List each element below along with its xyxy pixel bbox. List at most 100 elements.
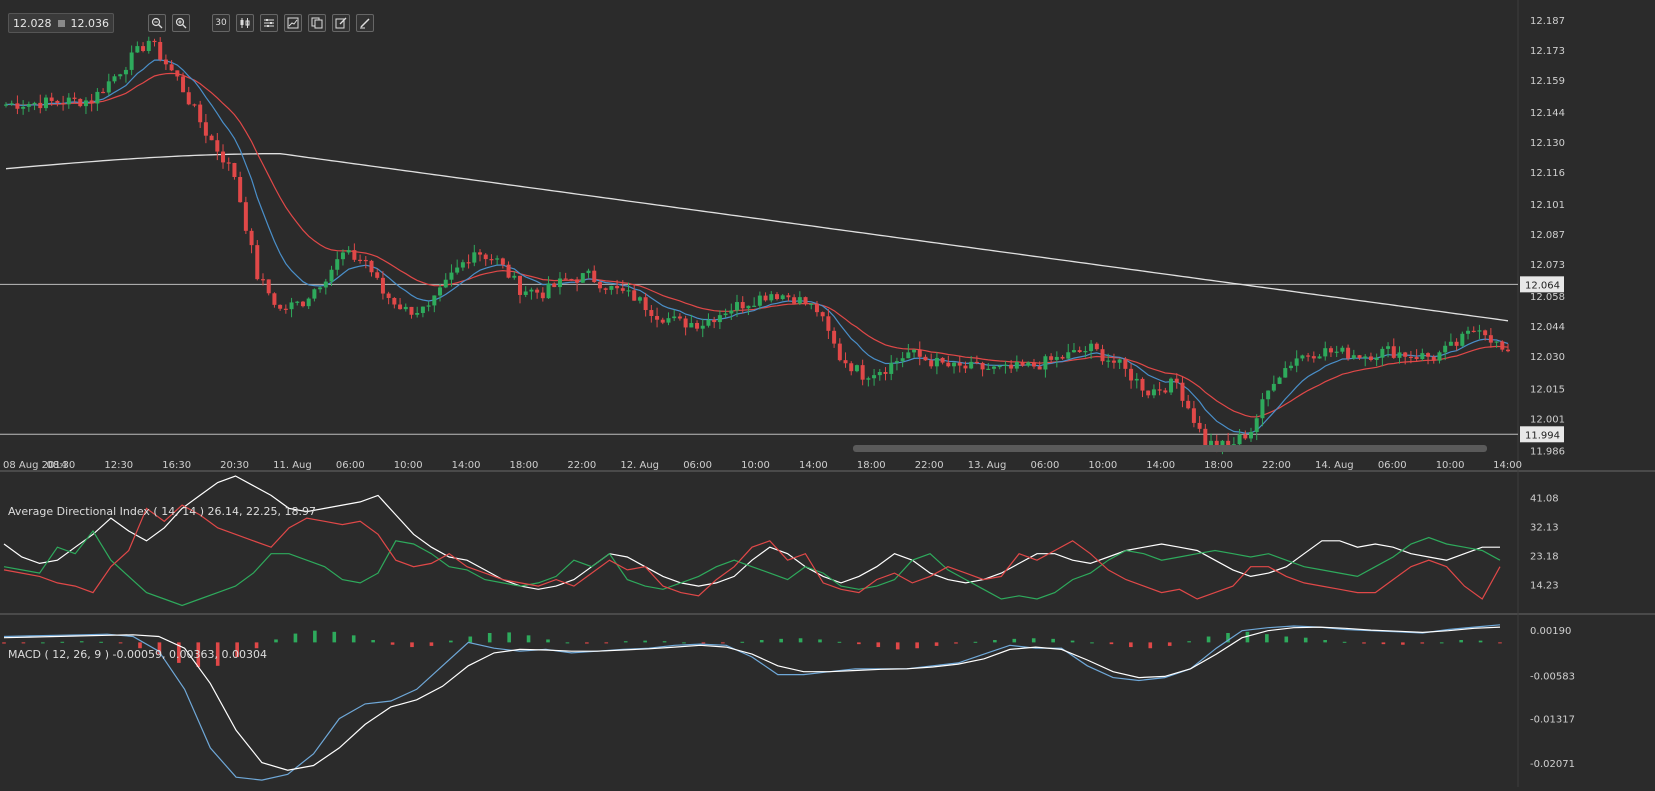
candle[interactable] (1380, 346, 1385, 367)
candle[interactable] (32, 101, 37, 111)
candle[interactable] (226, 157, 231, 171)
candle[interactable] (1466, 326, 1471, 340)
adx-pane[interactable] (3, 475, 1501, 607)
candle[interactable] (1020, 359, 1025, 367)
candle[interactable] (369, 259, 374, 277)
candle[interactable] (300, 300, 305, 308)
candle[interactable] (489, 254, 494, 265)
candle[interactable] (55, 99, 60, 107)
candle[interactable] (1146, 390, 1151, 399)
candle[interactable] (992, 364, 997, 375)
candle[interactable] (61, 95, 66, 111)
candle[interactable] (455, 259, 460, 275)
candle[interactable] (1151, 384, 1156, 399)
candle[interactable] (763, 292, 768, 302)
candle[interactable] (1283, 361, 1288, 378)
candle[interactable] (677, 313, 682, 321)
candle[interactable] (620, 280, 625, 294)
candle[interactable] (1340, 345, 1345, 354)
candle[interactable] (540, 287, 545, 302)
candle[interactable] (420, 306, 425, 318)
candle[interactable] (575, 276, 580, 292)
candle[interactable] (152, 38, 157, 47)
candle[interactable] (1294, 350, 1299, 373)
candle[interactable] (592, 265, 597, 284)
candle[interactable] (883, 367, 888, 381)
candle[interactable] (4, 102, 8, 108)
candle[interactable] (438, 283, 443, 302)
candle[interactable] (1083, 346, 1088, 358)
candle[interactable] (1408, 350, 1413, 364)
candle[interactable] (974, 355, 979, 365)
candle[interactable] (255, 240, 260, 281)
edit-button[interactable] (332, 14, 350, 32)
candle[interactable] (363, 256, 368, 269)
candle[interactable] (380, 271, 385, 300)
candle[interactable] (569, 278, 574, 281)
candle[interactable] (323, 278, 328, 295)
draw-button[interactable] (356, 14, 374, 32)
candle[interactable] (1306, 352, 1311, 362)
candle[interactable] (695, 320, 700, 332)
candle[interactable] (1368, 352, 1373, 362)
candle[interactable] (746, 305, 751, 316)
candle[interactable] (626, 282, 631, 297)
candle[interactable] (135, 41, 140, 53)
candle[interactable] (1288, 361, 1293, 371)
candle[interactable] (1386, 342, 1391, 358)
candle[interactable] (1317, 354, 1322, 359)
candle[interactable] (1260, 392, 1265, 427)
candle[interactable] (740, 296, 745, 314)
candle[interactable] (1043, 354, 1048, 378)
candle[interactable] (483, 253, 488, 266)
candle[interactable] (318, 286, 323, 293)
candle[interactable] (1111, 353, 1116, 369)
candle[interactable] (1157, 381, 1162, 396)
candle[interactable] (209, 134, 214, 141)
candle[interactable] (866, 376, 871, 387)
candle[interactable] (312, 288, 317, 302)
candle[interactable] (535, 287, 540, 299)
copy-button[interactable] (308, 14, 326, 32)
candle[interactable] (563, 272, 568, 280)
candle[interactable] (500, 257, 505, 269)
candle[interactable] (198, 100, 203, 128)
candle[interactable] (1191, 400, 1196, 428)
candle[interactable] (295, 300, 300, 306)
candle[interactable] (1363, 354, 1368, 367)
candle[interactable] (449, 264, 454, 287)
candle[interactable] (780, 294, 785, 301)
candle[interactable] (1094, 342, 1099, 351)
candle[interactable] (969, 356, 974, 370)
candle[interactable] (352, 243, 357, 263)
candle[interactable] (1174, 373, 1179, 389)
candle[interactable] (929, 353, 934, 369)
candle[interactable] (432, 295, 437, 313)
candle[interactable] (66, 93, 71, 109)
candle[interactable] (1123, 357, 1128, 377)
candle[interactable] (1483, 329, 1488, 341)
candle[interactable] (769, 291, 774, 303)
candle[interactable] (786, 292, 791, 302)
candle[interactable] (1397, 346, 1402, 364)
candle[interactable] (854, 364, 859, 373)
candle[interactable] (1414, 349, 1419, 363)
timeframe-button[interactable]: 30 (212, 14, 230, 32)
candle[interactable] (249, 228, 254, 254)
candle[interactable] (1448, 333, 1453, 346)
candle[interactable] (580, 272, 585, 283)
candle[interactable] (1471, 326, 1476, 333)
candle[interactable] (837, 338, 842, 362)
candle[interactable] (894, 357, 899, 371)
candle[interactable] (1060, 355, 1065, 360)
candle[interactable] (232, 162, 237, 180)
candle[interactable] (917, 341, 922, 366)
candle[interactable] (1323, 341, 1328, 361)
candle[interactable] (78, 98, 83, 108)
candle[interactable] (940, 357, 945, 365)
candle[interactable] (306, 297, 311, 309)
candle[interactable] (340, 249, 345, 266)
candle[interactable] (1169, 377, 1174, 396)
candle[interactable] (1203, 423, 1208, 448)
